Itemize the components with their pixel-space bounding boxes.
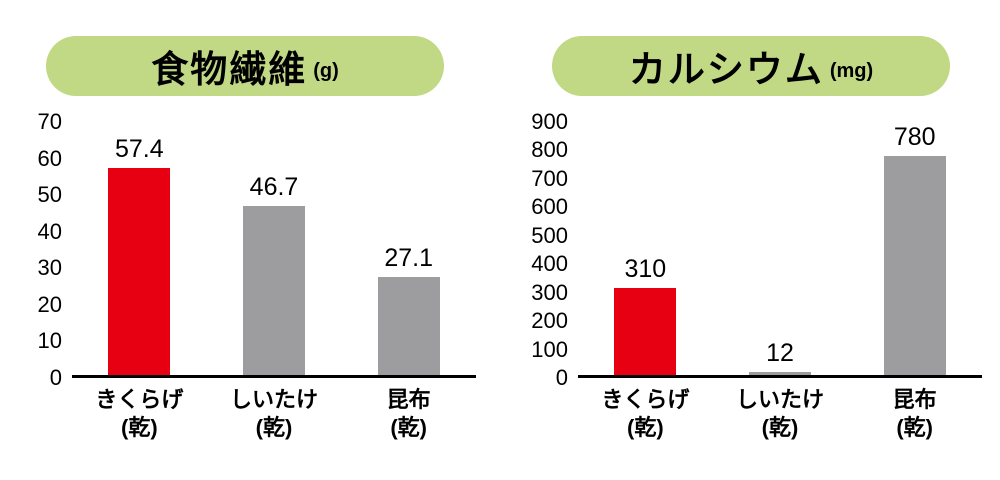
bar-group: 310 bbox=[578, 122, 713, 375]
bar-group: 57.4 bbox=[72, 122, 207, 375]
x-axis-labels: きくらげ (乾) しいたけ (乾) 昆布 (乾) bbox=[72, 386, 476, 441]
bar-value-label: 310 bbox=[624, 254, 667, 283]
bar bbox=[883, 155, 946, 375]
bar-value-label: 780 bbox=[893, 122, 936, 151]
y-axis-tick-label: 0 bbox=[49, 365, 62, 390]
y-axis-tick-label: 40 bbox=[37, 218, 62, 244]
category-label: しいたけ (乾) bbox=[207, 386, 342, 441]
x-axis-labels: きくらげ (乾) しいたけ (乾) 昆布 (乾) bbox=[578, 386, 982, 441]
chart-panel-fiber: 食物繊維 (g) 0 10 20 30 40 50 60 70 57.4 46.7 27.1 きく… bbox=[14, 10, 476, 480]
y-axis-tick-label: 10 bbox=[37, 328, 62, 354]
category-label-line: (乾) bbox=[390, 414, 427, 440]
category-label-line: (乾) bbox=[896, 414, 933, 440]
category-label-line: (乾) bbox=[255, 414, 293, 440]
y-axis-tick-label: 20 bbox=[37, 291, 62, 317]
y-axis-tick-label: 60 bbox=[37, 145, 62, 171]
y-axis-tick-label: 800 bbox=[531, 137, 568, 163]
y-axis-tick-label: 100 bbox=[531, 336, 568, 362]
bar-group: 12 bbox=[713, 122, 848, 375]
bar bbox=[108, 167, 171, 375]
chart-title: カルシウム bbox=[628, 49, 824, 90]
category-label: しいたけ (乾) bbox=[713, 386, 848, 441]
plot-area: 310 12 780 bbox=[578, 122, 982, 378]
category-label: きくらげ (乾) bbox=[72, 386, 207, 441]
y-axis-tick-label: 200 bbox=[531, 308, 568, 334]
category-label-line: 昆布 bbox=[892, 387, 937, 412]
chart-unit-label: (g) bbox=[313, 59, 339, 82]
bar-group: 780 bbox=[847, 122, 982, 375]
y-axis-tick-label: 50 bbox=[37, 182, 62, 208]
y-axis: 0 10 20 30 40 50 60 70 bbox=[14, 111, 72, 389]
bar-group: 27.1 bbox=[341, 122, 476, 375]
chart-unit-label: (mg) bbox=[829, 59, 874, 82]
category-label-line: (乾) bbox=[761, 414, 799, 440]
category-label-line: (乾) bbox=[121, 414, 158, 440]
bar-value-label: 57.4 bbox=[115, 134, 164, 163]
category-label: 昆布 (乾) bbox=[847, 386, 982, 441]
y-axis-tick-label: 300 bbox=[531, 279, 568, 305]
chart-title: 食物繊維 bbox=[151, 49, 308, 90]
bars: 310 12 780 bbox=[578, 122, 982, 375]
chart-area: 0 10 20 30 40 50 60 70 57.4 46.7 27.1 bbox=[14, 111, 476, 389]
bar-group: 46.7 bbox=[207, 122, 342, 375]
bar bbox=[614, 287, 677, 375]
category-label-line: しいたけ bbox=[736, 387, 825, 412]
category-label-line: (乾) bbox=[627, 414, 664, 440]
category-label-line: きくらげ bbox=[95, 387, 184, 412]
bar-value-label: 46.7 bbox=[249, 173, 299, 202]
y-axis-tick-label: 0 bbox=[555, 365, 568, 390]
y-axis-tick-label: 700 bbox=[531, 165, 568, 191]
y-axis-tick-label: 30 bbox=[37, 255, 62, 281]
y-axis-tick-label: 500 bbox=[531, 222, 568, 248]
chart-title-pill: 食物繊維 (g) bbox=[46, 36, 444, 96]
y-axis: 0 100 200 300 400 500 600 700 800 900 bbox=[520, 111, 578, 389]
y-axis-tick-label: 70 bbox=[37, 109, 62, 134]
y-axis-tick-label: 400 bbox=[531, 251, 568, 277]
chart-area: 0 100 200 300 400 500 600 700 800 900 310 12 780 bbox=[520, 111, 982, 389]
category-label-line: きくらげ bbox=[601, 387, 690, 412]
plot-area: 57.4 46.7 27.1 bbox=[72, 122, 476, 378]
bar bbox=[243, 206, 305, 375]
category-label-line: しいたけ bbox=[230, 387, 319, 412]
chart-panel-calcium: カルシウム (mg) 0 100 200 300 400 500 600 700 800 900 … bbox=[520, 10, 982, 480]
bar-value-label: 12 bbox=[766, 338, 794, 367]
bar-value-label: 27.1 bbox=[384, 244, 434, 273]
y-axis-tick-label: 900 bbox=[531, 109, 568, 134]
category-label-line: 昆布 bbox=[386, 387, 431, 412]
y-axis-tick-label: 600 bbox=[531, 194, 568, 220]
category-label: きくらげ (乾) bbox=[578, 386, 713, 441]
bars: 57.4 46.7 27.1 bbox=[72, 122, 476, 375]
bar bbox=[749, 371, 811, 375]
bar bbox=[377, 277, 440, 375]
chart-title-pill: カルシウム (mg) bbox=[552, 36, 950, 96]
category-label: 昆布 (乾) bbox=[341, 386, 476, 441]
